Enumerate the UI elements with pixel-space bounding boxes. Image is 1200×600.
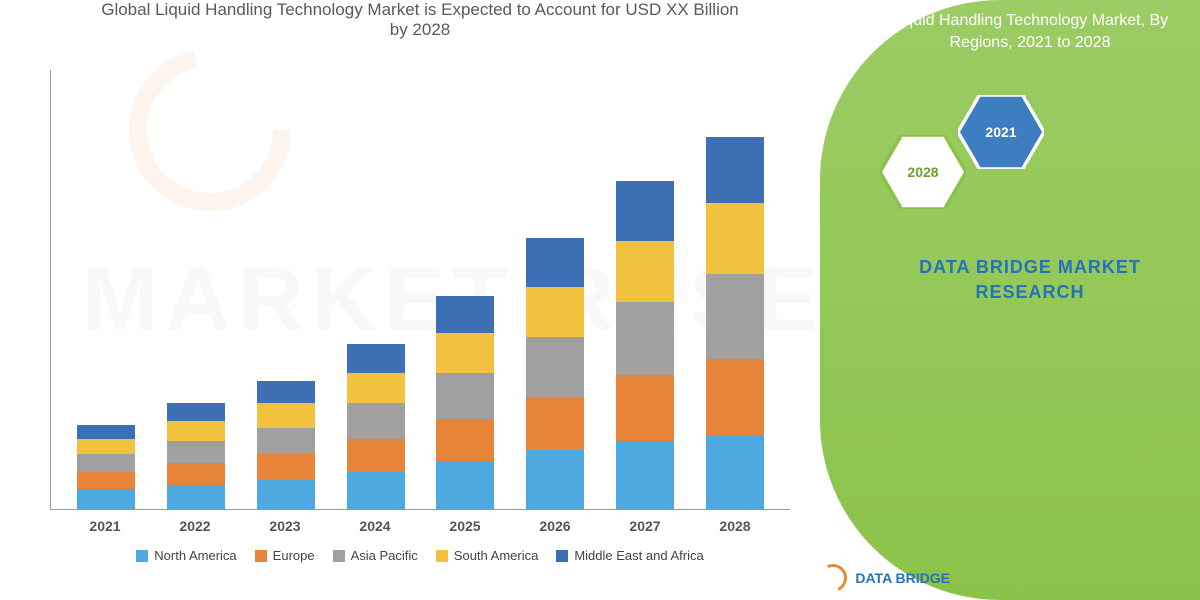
bar-segment — [77, 439, 135, 454]
legend-label: Asia Pacific — [351, 548, 418, 563]
legend-label: South America — [454, 548, 539, 563]
bar-segment — [167, 463, 225, 485]
x-axis-label: 2025 — [449, 518, 480, 534]
bar-segment — [167, 441, 225, 463]
main-container: Global Liquid Handling Technology Market… — [0, 0, 1200, 600]
chart-plot-area — [50, 70, 790, 510]
bar-segment — [436, 296, 494, 333]
bar-segment — [77, 425, 135, 438]
bar-segment — [347, 439, 405, 472]
bar-stack — [706, 137, 764, 509]
footer-logo: DATA BRIDGE — [819, 564, 950, 592]
hexagon-label: 2021 — [985, 124, 1016, 140]
legend-item: South America — [436, 548, 539, 563]
legend-swatch — [255, 550, 267, 562]
legend-label: Europe — [273, 548, 315, 563]
x-axis-label: 2024 — [359, 518, 390, 534]
footer-logo-icon — [815, 560, 851, 596]
bar-segment — [526, 287, 584, 338]
legend-swatch — [136, 550, 148, 562]
bar-segment — [347, 373, 405, 404]
bar-segment — [347, 403, 405, 438]
bar-segment — [347, 344, 405, 373]
bar-segment — [257, 480, 315, 509]
hexagon-badge: 2021 — [958, 95, 1044, 169]
legend-swatch — [556, 550, 568, 562]
hexagon-badge: 2028 — [880, 135, 966, 209]
chart-title: Global Liquid Handling Technology Market… — [50, 0, 790, 50]
bar-segment — [526, 238, 584, 286]
bar-segment — [77, 472, 135, 490]
bar-segment — [616, 241, 674, 303]
bar-segment — [77, 454, 135, 472]
legend-swatch — [333, 550, 345, 562]
bar-segment — [257, 428, 315, 454]
x-axis-label: 2028 — [719, 518, 750, 534]
bar-segment — [167, 485, 225, 509]
bar-stack — [77, 425, 135, 509]
bar-segment — [616, 181, 674, 240]
legend-item: Europe — [255, 548, 315, 563]
bar-stack — [436, 296, 494, 509]
bar-segment — [526, 337, 584, 396]
bar-segment — [526, 397, 584, 450]
legend-item: Middle East and Africa — [556, 548, 703, 563]
legend-swatch — [436, 550, 448, 562]
x-axis-label: 2021 — [89, 518, 120, 534]
legend-item: Asia Pacific — [333, 548, 418, 563]
x-axis-label: 2022 — [179, 518, 210, 534]
legend-label: Middle East and Africa — [574, 548, 703, 563]
bar-segment — [526, 450, 584, 509]
bar-segment — [706, 274, 764, 360]
legend-item: North America — [136, 548, 236, 563]
bar-stack — [526, 238, 584, 509]
bar-segment — [706, 436, 764, 509]
bar-segment — [347, 472, 405, 509]
bar-segment — [257, 403, 315, 427]
bar-segment — [706, 137, 764, 203]
bar-stack — [347, 344, 405, 509]
bar-segment — [616, 441, 674, 509]
bar-segment — [706, 359, 764, 436]
bar-segment — [167, 421, 225, 441]
right-panel: Liquid Handling Technology Market, By Re… — [820, 0, 1200, 600]
bars-row — [51, 70, 790, 509]
hexagon-label: 2028 — [907, 164, 938, 180]
footer-logo-text: DATA BRIDGE — [855, 570, 950, 586]
bar-segment — [616, 375, 674, 441]
bar-segment — [257, 454, 315, 480]
bar-segment — [706, 203, 764, 273]
chart-panel: Global Liquid Handling Technology Market… — [0, 0, 820, 600]
bar-segment — [77, 489, 135, 509]
bar-stack — [257, 381, 315, 509]
hexagon-group: 2028 2021 — [880, 95, 1180, 225]
bar-segment — [616, 302, 674, 375]
chart-legend: North America Europe Asia Pacific South Ame… — [50, 534, 790, 563]
bar-stack — [616, 181, 674, 509]
brand-text: DATA BRIDGE MARKET RESEARCH — [880, 255, 1180, 305]
bar-segment — [436, 373, 494, 419]
x-axis-labels: 2021 2022 2023 2024 2025 2026 2027 2028 — [50, 510, 790, 534]
legend-label: North America — [154, 548, 236, 563]
right-panel-title: Liquid Handling Technology Market, By Re… — [880, 10, 1180, 55]
bar-segment — [257, 381, 315, 403]
x-axis-label: 2027 — [629, 518, 660, 534]
bar-segment — [167, 403, 225, 421]
x-axis-label: 2023 — [269, 518, 300, 534]
bar-stack — [167, 403, 225, 509]
bar-segment — [436, 419, 494, 461]
bar-segment — [436, 461, 494, 509]
x-axis-label: 2026 — [539, 518, 570, 534]
bar-segment — [436, 333, 494, 373]
